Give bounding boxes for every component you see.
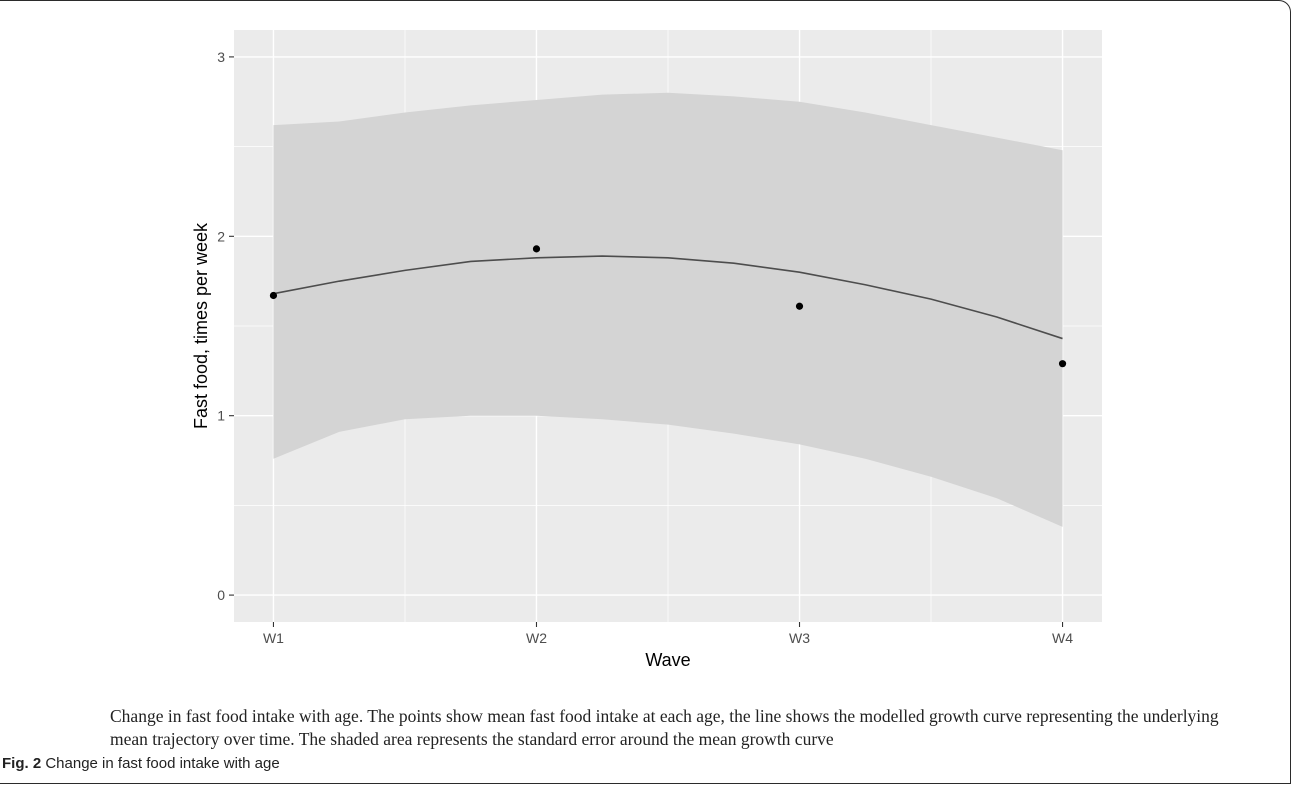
data-point [795, 302, 804, 310]
x-tick-label: W4 [1052, 630, 1073, 646]
y-tick-label: 1 [217, 408, 225, 424]
y-axis-title: Fast food, times per week [191, 222, 211, 429]
figure-description: Change in fast food intake with age. The… [110, 706, 1219, 749]
figure-caption: Fig. 2 Change in fast food intake with a… [2, 755, 280, 772]
standard-error-ribbon [273, 92, 1063, 527]
y-tick-label: 0 [217, 587, 225, 603]
x-tick-label: W2 [526, 630, 547, 646]
axis-ticks: 0 1 2 3 W1 W2 W3 W4 [217, 49, 1073, 646]
y-tick-label: 3 [217, 49, 225, 65]
figure-title: Change in fast food intake with age [45, 755, 280, 772]
chart: 0 1 2 3 W1 W2 W3 W4 Fast food, times per week W… [191, 30, 1102, 670]
mean-points [269, 245, 1067, 368]
x-tick-label: W1 [263, 630, 284, 646]
growth-curve-line [273, 255, 1063, 340]
data-point [532, 245, 541, 253]
x-tick-label: W3 [789, 630, 810, 646]
data-point [1058, 360, 1067, 368]
data-point [269, 291, 278, 300]
x-axis-title: Wave [645, 650, 690, 670]
y-tick-label: 2 [217, 228, 225, 244]
figure-label: Fig. 2 [2, 755, 42, 772]
